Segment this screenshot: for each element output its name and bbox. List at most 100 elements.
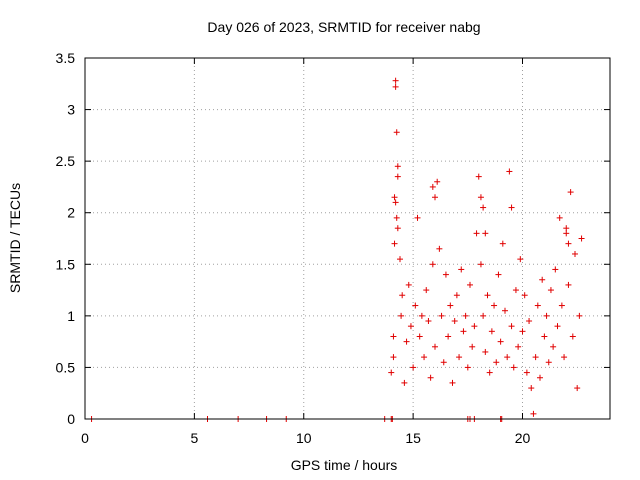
x-axis-label: GPS time / hours [291, 457, 398, 473]
data-point [397, 256, 403, 263]
data-point [497, 338, 504, 345]
y-tick-label: 1 [67, 308, 75, 324]
x-tick-label: 0 [81, 430, 89, 446]
data-point [495, 271, 502, 278]
data-point [412, 302, 419, 309]
y-tick-label: 3.5 [56, 50, 76, 66]
data-point [469, 343, 476, 350]
x-tick-label: 20 [515, 430, 531, 446]
data-point [541, 333, 548, 340]
y-tick-label: 0 [67, 411, 75, 427]
data-point [436, 245, 443, 252]
data-point [510, 364, 517, 371]
data-point [398, 312, 405, 319]
data-point [539, 276, 546, 283]
data-point [445, 333, 452, 340]
data-point [425, 318, 432, 325]
data-point [534, 302, 541, 309]
data-point [391, 194, 398, 201]
data-point [421, 354, 428, 361]
data-point [515, 343, 522, 350]
data-point [392, 77, 399, 84]
data-point [480, 204, 487, 211]
data-point [399, 292, 406, 299]
data-point [475, 173, 482, 180]
data-point [493, 359, 500, 366]
data-point [393, 129, 400, 136]
data-point [521, 292, 528, 299]
data-point [519, 328, 526, 335]
data-point [482, 348, 489, 355]
data-point [547, 287, 554, 294]
y-tick-label: 0.5 [56, 359, 76, 375]
data-point [563, 230, 570, 237]
data-point [449, 379, 456, 386]
data-point [467, 281, 473, 288]
data-point [401, 379, 408, 386]
data-point [565, 281, 572, 288]
points-layer [88, 77, 585, 422]
grid-layer [85, 58, 610, 419]
data-point [434, 178, 441, 185]
data-point [427, 374, 434, 381]
data-point [438, 312, 445, 319]
data-point [578, 235, 585, 242]
data-point [488, 328, 495, 335]
data-point [482, 230, 489, 237]
data-point [528, 385, 535, 392]
data-point [440, 359, 447, 366]
data-point [543, 312, 550, 319]
data-point [508, 323, 515, 330]
data-point [561, 354, 568, 361]
data-point [456, 354, 463, 361]
data-point [451, 318, 458, 325]
data-point [508, 204, 515, 211]
data-point [558, 302, 565, 309]
data-point [576, 312, 583, 319]
data-point [462, 312, 469, 319]
data-point [442, 271, 449, 278]
data-point [432, 343, 438, 350]
data-point [532, 354, 539, 361]
y-tick-label: 1.5 [56, 256, 76, 272]
data-point [388, 369, 395, 376]
data-point [393, 214, 400, 221]
x-tick-label: 10 [296, 430, 312, 446]
data-point [517, 256, 524, 263]
data-point [477, 261, 484, 268]
data-point [423, 287, 430, 294]
y-tick-label: 3 [67, 102, 75, 118]
data-point [565, 240, 572, 247]
data-point [486, 369, 493, 376]
plot-frame [84, 57, 611, 420]
data-point [464, 364, 471, 371]
chart-title: Day 026 of 2023, SRMTID for receiver nab… [207, 19, 480, 35]
data-point [471, 323, 478, 330]
data-point [556, 214, 563, 221]
x-tick-label: 5 [190, 430, 198, 446]
data-point [473, 230, 480, 237]
data-point [458, 266, 465, 273]
data-point [491, 302, 498, 309]
data-point [574, 385, 581, 392]
data-point [414, 214, 421, 221]
data-point [394, 163, 401, 170]
data-point [477, 194, 484, 201]
data-point [460, 328, 467, 335]
data-point [530, 410, 537, 417]
data-point [484, 292, 491, 299]
data-point [403, 338, 410, 345]
data-point [512, 287, 519, 294]
data-point [506, 168, 513, 175]
data-point [447, 302, 454, 309]
data-point [410, 364, 417, 371]
data-point [523, 369, 530, 376]
data-point [526, 318, 533, 325]
data-point [429, 261, 436, 268]
data-point [390, 333, 397, 340]
data-point [545, 359, 552, 366]
ticks-layer: 0 5 10 15 20 0 0.5 1 1.5 2 2.5 3 3.5 [56, 50, 610, 446]
data-point [418, 312, 425, 319]
data-point [407, 323, 414, 330]
